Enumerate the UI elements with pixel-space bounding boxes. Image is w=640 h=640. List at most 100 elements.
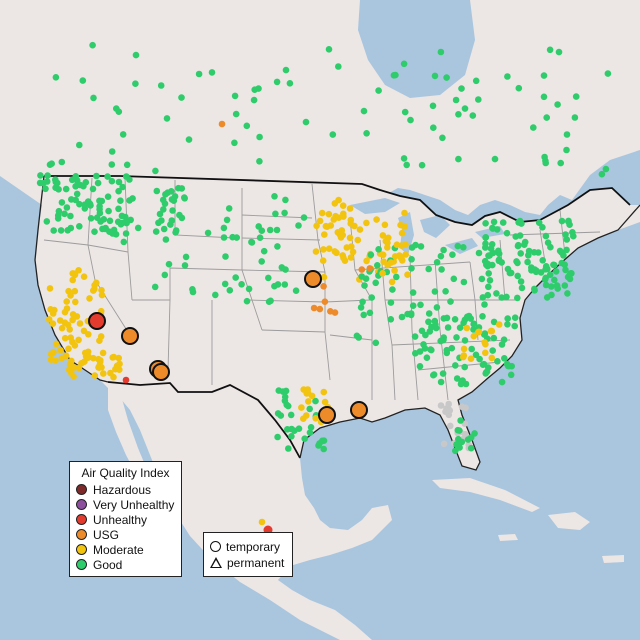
monitor-dot[interactable] — [543, 114, 550, 121]
monitor-dot[interactable] — [69, 311, 77, 318]
monitor-dot[interactable] — [372, 339, 380, 347]
monitor-dot[interactable] — [482, 244, 489, 251]
monitor-dot[interactable] — [555, 48, 563, 56]
monitor-dot[interactable] — [392, 71, 399, 79]
monitor-dot[interactable] — [542, 159, 549, 167]
monitor-dot[interactable] — [361, 282, 368, 289]
monitor-dot[interactable] — [514, 294, 521, 302]
monitor-dot[interactable] — [50, 227, 57, 234]
monitor-dot[interactable] — [71, 364, 78, 371]
monitor-dot[interactable] — [444, 324, 452, 331]
monitor-dot[interactable] — [346, 234, 354, 242]
monitor-dot[interactable] — [456, 427, 463, 434]
monitor-dot[interactable] — [513, 258, 520, 265]
monitor-dot[interactable] — [291, 427, 298, 435]
monitor-dot[interactable] — [465, 312, 473, 320]
monitor-dot[interactable] — [96, 362, 103, 369]
monitor-dot[interactable] — [132, 51, 140, 59]
monitor-dot[interactable] — [151, 283, 159, 291]
monitor-dot[interactable] — [375, 87, 382, 94]
monitor-dot[interactable] — [379, 232, 387, 239]
monitor-dot[interactable] — [461, 105, 469, 112]
monitor-dot[interactable] — [153, 187, 161, 195]
monitor-dot[interactable] — [66, 326, 73, 333]
monitor-dot[interactable] — [430, 371, 438, 378]
monitor-dot[interactable] — [89, 185, 97, 193]
temporary-monitor-circle[interactable] — [88, 312, 106, 330]
monitor-dot[interactable] — [391, 267, 398, 274]
monitor-dot[interactable] — [298, 404, 305, 411]
monitor-dot[interactable] — [43, 218, 51, 225]
monitor-dot[interactable] — [363, 219, 370, 227]
monitor-dot[interactable] — [274, 410, 282, 417]
monitor-dot[interactable] — [443, 346, 451, 354]
monitor-dot[interactable] — [302, 118, 310, 126]
monitor-dot[interactable] — [274, 243, 281, 250]
monitor-dot[interactable] — [411, 333, 419, 340]
monitor-dot[interactable] — [456, 444, 463, 451]
monitor-dot[interactable] — [170, 197, 178, 204]
monitor-dot[interactable] — [256, 133, 263, 141]
monitor-dot[interactable] — [504, 265, 512, 273]
monitor-dot[interactable] — [515, 219, 522, 226]
monitor-dot[interactable] — [543, 294, 551, 301]
monitor-dot[interactable] — [346, 205, 354, 212]
monitor-dot[interactable] — [382, 237, 390, 245]
monitor-dot[interactable] — [285, 445, 292, 452]
monitor-dot[interactable] — [498, 294, 506, 301]
monitor-dot[interactable] — [561, 282, 569, 289]
monitor-dot[interactable] — [598, 170, 606, 178]
monitor-dot[interactable] — [80, 273, 88, 281]
monitor-dot[interactable] — [429, 102, 437, 110]
monitor-dot[interactable] — [571, 114, 579, 121]
monitor-dot[interactable] — [331, 248, 339, 255]
monitor-dot[interactable] — [391, 253, 399, 260]
monitor-dot[interactable] — [72, 183, 79, 190]
monitor-dot[interactable] — [412, 241, 419, 249]
monitor-dot[interactable] — [457, 417, 464, 424]
monitor-dot[interactable] — [68, 196, 75, 203]
monitor-dot[interactable] — [58, 324, 66, 332]
monitor-dot[interactable] — [472, 77, 480, 85]
monitor-dot[interactable] — [36, 179, 44, 187]
monitor-dot[interactable] — [485, 283, 492, 291]
monitor-dot[interactable] — [363, 130, 370, 137]
monitor-dot[interactable] — [374, 262, 381, 269]
monitor-dot[interactable] — [321, 298, 329, 306]
monitor-dot[interactable] — [455, 111, 462, 118]
monitor-dot[interactable] — [460, 319, 467, 327]
monitor-dot[interactable] — [379, 270, 386, 277]
monitor-dot[interactable] — [490, 334, 498, 342]
monitor-dot[interactable] — [271, 193, 278, 200]
monitor-dot[interactable] — [568, 270, 575, 277]
monitor-dot[interactable] — [487, 327, 495, 335]
monitor-dot[interactable] — [176, 211, 183, 219]
monitor-dot[interactable] — [220, 224, 228, 232]
monitor-dot[interactable] — [163, 115, 171, 122]
monitor-dot[interactable] — [467, 434, 475, 441]
monitor-dot[interactable] — [482, 340, 489, 348]
monitor-dot[interactable] — [341, 257, 349, 265]
monitor-dot[interactable] — [469, 112, 477, 119]
monitor-dot[interactable] — [431, 288, 439, 295]
monitor-dot[interactable] — [116, 360, 123, 368]
monitor-dot[interactable] — [495, 321, 503, 328]
monitor-dot[interactable] — [398, 313, 406, 321]
monitor-dot[interactable] — [248, 238, 255, 246]
monitor-dot[interactable] — [325, 210, 333, 218]
monitor-dot[interactable] — [475, 328, 483, 336]
temporary-monitor-circle[interactable] — [152, 363, 170, 381]
monitor-dot[interactable] — [366, 309, 374, 317]
monitor-dot[interactable] — [279, 388, 287, 395]
monitor-dot[interactable] — [89, 41, 96, 49]
monitor-dot[interactable] — [114, 218, 122, 226]
monitor-dot[interactable] — [87, 215, 95, 222]
monitor-dot[interactable] — [325, 46, 333, 53]
monitor-dot[interactable] — [542, 266, 549, 273]
monitor-dot[interactable] — [167, 221, 174, 228]
monitor-dot[interactable] — [368, 294, 376, 301]
monitor-dot[interactable] — [258, 227, 266, 234]
monitor-dot[interactable] — [554, 285, 561, 292]
monitor-dot[interactable] — [562, 266, 569, 274]
monitor-dot[interactable] — [104, 173, 111, 180]
